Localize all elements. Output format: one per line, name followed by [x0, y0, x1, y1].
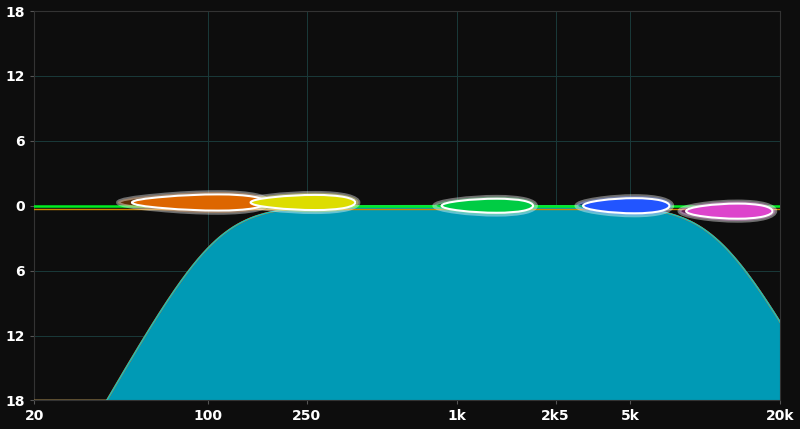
Ellipse shape — [679, 201, 775, 221]
Ellipse shape — [242, 193, 358, 212]
Ellipse shape — [434, 196, 536, 215]
Ellipse shape — [583, 198, 670, 213]
Ellipse shape — [576, 196, 673, 216]
Ellipse shape — [132, 194, 266, 211]
Ellipse shape — [250, 195, 355, 210]
Ellipse shape — [118, 192, 270, 213]
Ellipse shape — [686, 204, 773, 219]
Ellipse shape — [442, 199, 533, 213]
